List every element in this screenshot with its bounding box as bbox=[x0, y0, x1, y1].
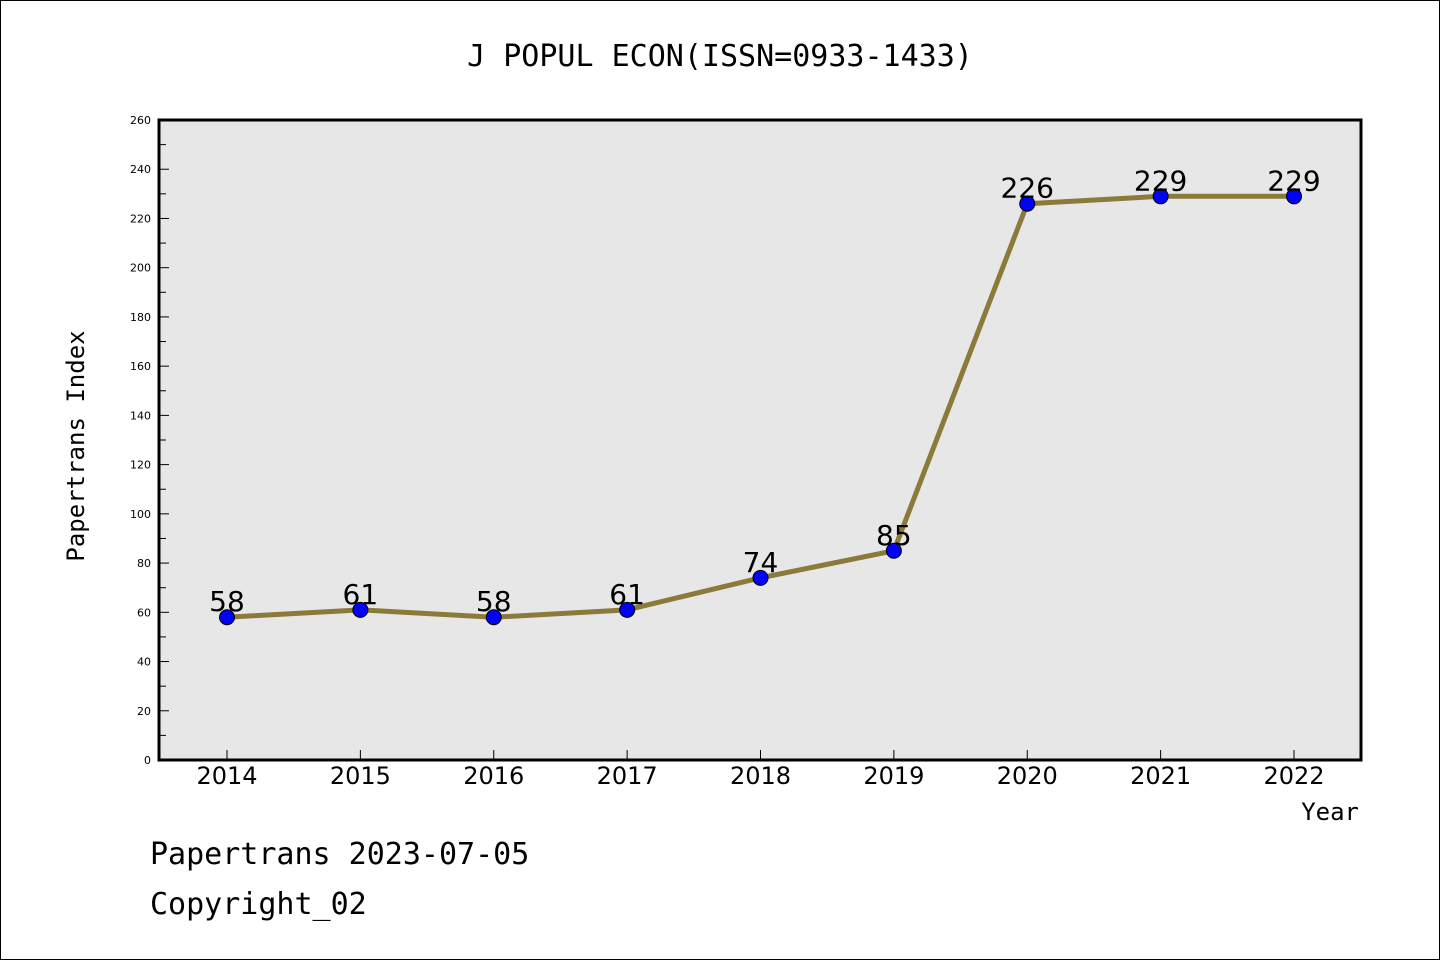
x-axis: 2014 2015 2016 2017 2018 2019 2020 2021 2022 bbox=[196, 750, 1325, 790]
y-tick-label: 120 bbox=[130, 459, 151, 472]
data-point bbox=[752, 569, 769, 586]
y-tick-label: 200 bbox=[130, 262, 151, 275]
y-tick-label: 40 bbox=[137, 656, 151, 669]
data-point bbox=[1019, 195, 1036, 212]
data-label: 85 bbox=[876, 519, 912, 552]
x-tick-label: 2017 bbox=[597, 762, 658, 790]
x-tick-label: 2021 bbox=[1130, 762, 1191, 790]
data-point bbox=[219, 609, 235, 626]
y-tick-label: 60 bbox=[137, 606, 151, 619]
data-point bbox=[619, 601, 636, 618]
y-tick-label: 180 bbox=[130, 311, 151, 324]
y-tick-label: 0 bbox=[144, 754, 151, 767]
data-label: 61 bbox=[343, 578, 379, 611]
data-label: 226 bbox=[1001, 172, 1054, 205]
y-axis-label: Papertrans Index bbox=[62, 330, 90, 561]
y-tick-label: 220 bbox=[130, 212, 151, 225]
footer-copyright: Copyright_02 bbox=[150, 887, 367, 922]
x-tick-label: 2022 bbox=[1263, 762, 1324, 790]
y-tick-label: 240 bbox=[130, 163, 151, 176]
data-point bbox=[352, 601, 369, 618]
y-tick-label: 100 bbox=[130, 508, 151, 521]
x-tick-label: 2020 bbox=[997, 762, 1058, 790]
y-axis: 0 20 40 60 80 100 120 140 160 180 200 220 240 260 bbox=[130, 114, 169, 767]
data-label: 61 bbox=[609, 578, 645, 611]
y-tick-label: 20 bbox=[137, 705, 151, 718]
x-tick-label: 2014 bbox=[196, 762, 257, 790]
y-tick-label: 260 bbox=[130, 114, 151, 127]
chart-title: J POPUL ECON(ISSN=0933-1433) bbox=[467, 39, 973, 74]
series-group bbox=[219, 188, 1302, 626]
x-tick-label: 2015 bbox=[330, 762, 391, 790]
x-axis-label: Year bbox=[1301, 798, 1359, 826]
x-tick-label: 2016 bbox=[463, 762, 524, 790]
data-label: 58 bbox=[209, 585, 245, 618]
x-tick-label: 2018 bbox=[730, 762, 791, 790]
data-point bbox=[485, 609, 502, 626]
data-label: 74 bbox=[743, 546, 779, 579]
data-labels: 58 61 58 61 74 85 226 229 229 bbox=[209, 164, 1321, 618]
footer-date: Papertrans 2023-07-05 bbox=[150, 837, 529, 872]
y-tick-label: 160 bbox=[130, 360, 151, 373]
y-tick-label: 80 bbox=[137, 557, 151, 570]
data-point bbox=[1286, 188, 1302, 205]
data-label: 58 bbox=[476, 585, 512, 618]
plot-area bbox=[157, 118, 1363, 762]
data-point bbox=[1152, 188, 1169, 205]
data-label: 229 bbox=[1134, 164, 1187, 197]
data-label: 229 bbox=[1267, 164, 1320, 197]
y-tick-label: 140 bbox=[130, 409, 151, 422]
x-tick-label: 2019 bbox=[863, 762, 924, 790]
data-point bbox=[885, 542, 902, 559]
